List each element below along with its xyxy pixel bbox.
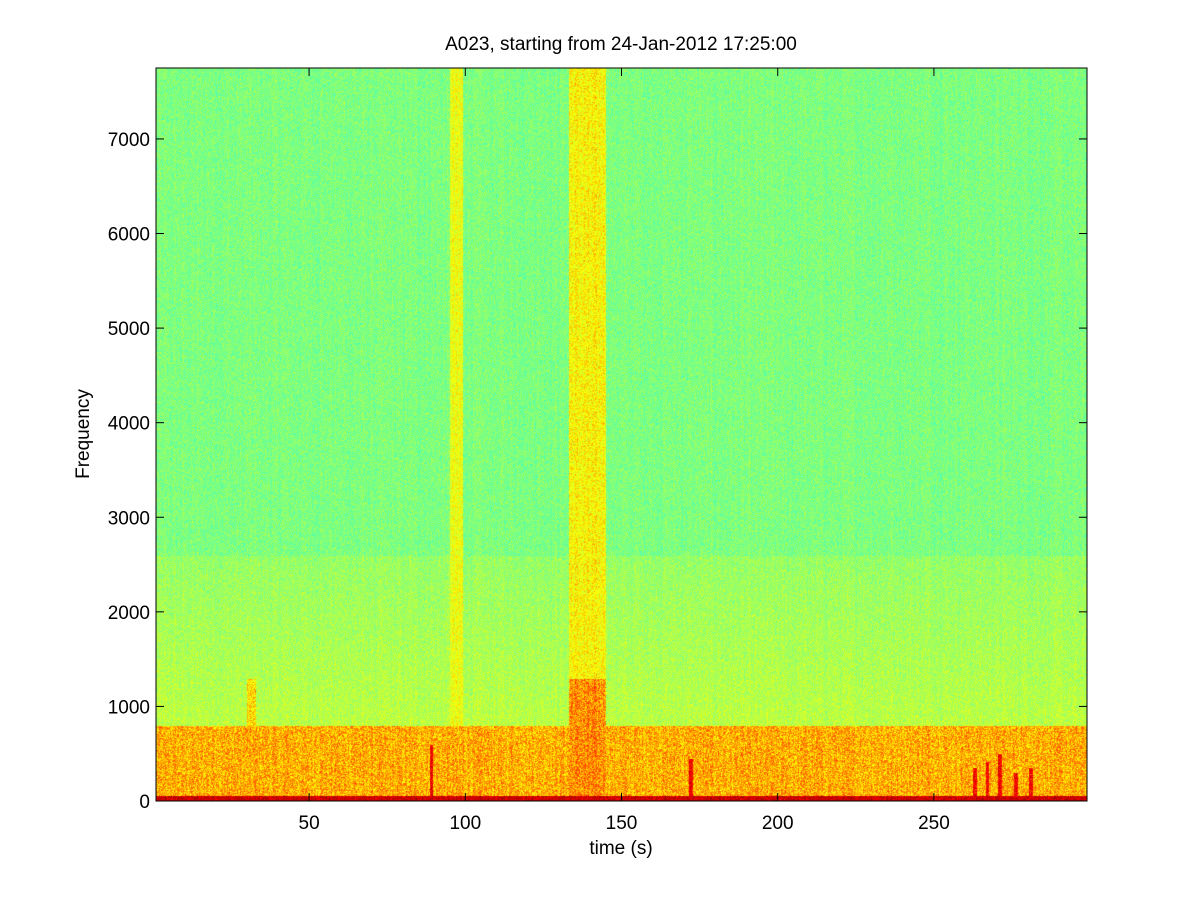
x-tick-label: 150 [606,813,638,834]
x-axis-label: time (s) [589,838,652,859]
y-tick-label: 0 [139,792,150,813]
x-tick-label: 250 [918,813,950,834]
y-tick-label: 6000 [108,225,150,246]
plot-area [155,67,1088,802]
y-axis-label: Frequency [73,389,94,479]
x-tick-label: 50 [299,813,320,834]
spectrogram-heatmap [156,68,1087,801]
y-tick-label: 7000 [108,130,150,151]
y-tick-label: 1000 [108,697,150,718]
x-axis: 50 100 150 200 250 [299,68,950,834]
y-tick-label: 4000 [108,414,150,435]
spectrogram-image-container [156,68,1087,801]
chart-title: A023, starting from 24-Jan-2012 17:25:00 [445,34,797,55]
y-tick-label: 2000 [108,603,150,624]
x-tick-label: 200 [762,813,794,834]
y-tick-label: 5000 [108,319,150,340]
y-tick-label: 3000 [108,508,150,529]
y-axis: 0 1000 2000 3000 4000 5000 6000 7000 [108,130,1087,813]
x-tick-label: 100 [449,813,481,834]
